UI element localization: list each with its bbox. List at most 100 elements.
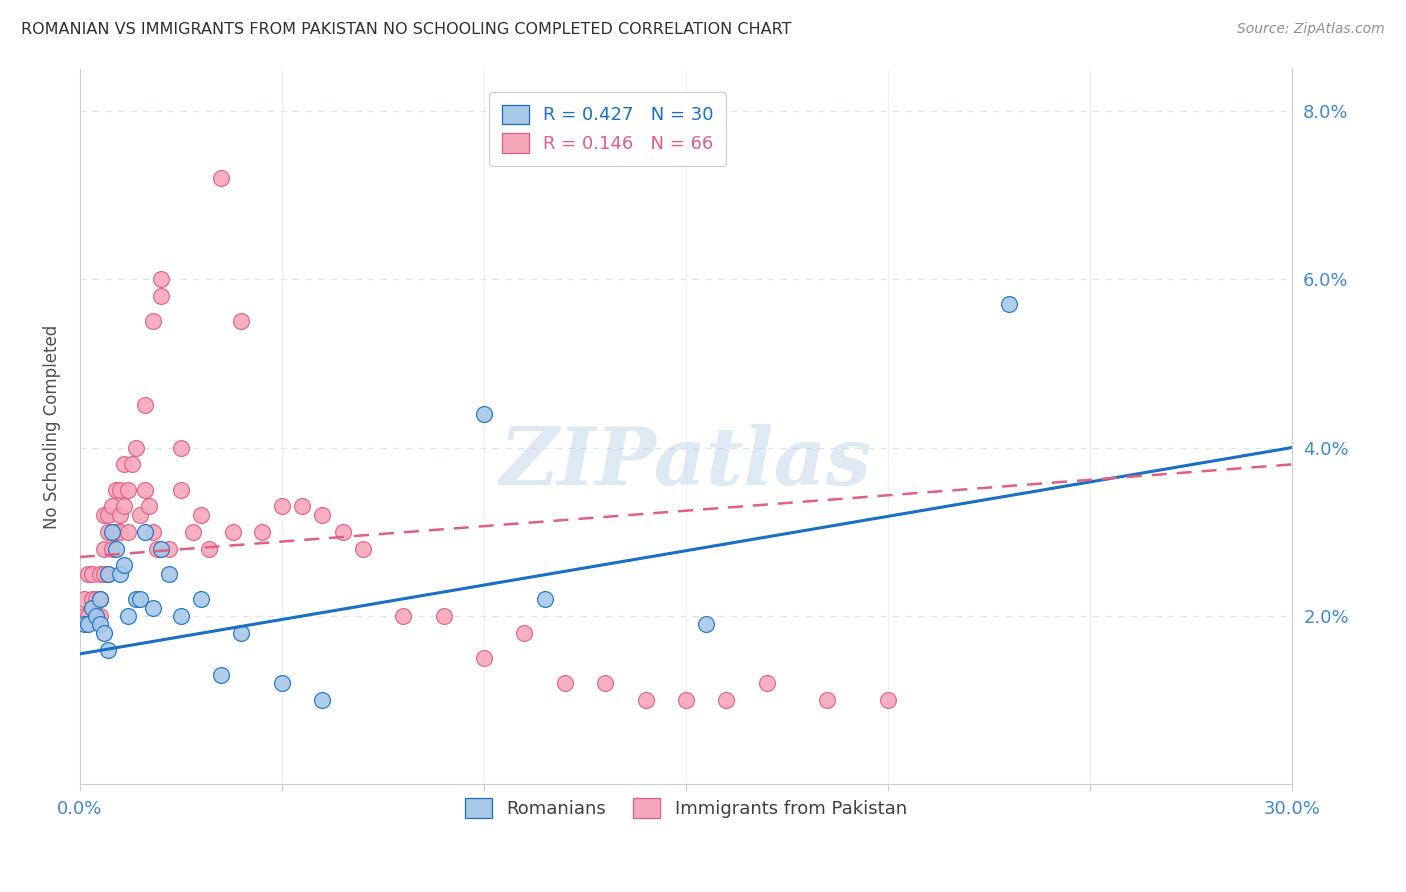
Point	[149, 272, 172, 286]
Point	[105, 483, 128, 497]
Point	[533, 592, 555, 607]
Point	[311, 508, 333, 522]
Point	[73, 609, 96, 624]
Point	[311, 693, 333, 707]
Point	[209, 668, 232, 682]
Point	[142, 314, 165, 328]
Point	[97, 524, 120, 539]
Point	[554, 676, 576, 690]
Point	[77, 617, 100, 632]
Point	[101, 524, 124, 539]
Point	[84, 592, 107, 607]
Point	[998, 297, 1021, 311]
Point	[392, 609, 415, 624]
Point	[89, 566, 111, 581]
Point	[77, 566, 100, 581]
Point	[93, 625, 115, 640]
Point	[112, 500, 135, 514]
Point	[97, 566, 120, 581]
Point	[84, 609, 107, 624]
Text: ROMANIAN VS IMMIGRANTS FROM PAKISTAN NO SCHOOLING COMPLETED CORRELATION CHART: ROMANIAN VS IMMIGRANTS FROM PAKISTAN NO …	[21, 22, 792, 37]
Point	[332, 524, 354, 539]
Point	[117, 483, 139, 497]
Y-axis label: No Schooling Completed: No Schooling Completed	[44, 325, 60, 529]
Point	[101, 541, 124, 556]
Point	[101, 500, 124, 514]
Point	[134, 483, 156, 497]
Point	[112, 558, 135, 573]
Point	[93, 566, 115, 581]
Point	[695, 617, 717, 632]
Point	[170, 483, 193, 497]
Point	[80, 600, 103, 615]
Point	[291, 500, 314, 514]
Point	[231, 314, 253, 328]
Point	[271, 500, 294, 514]
Point	[170, 609, 193, 624]
Point	[105, 524, 128, 539]
Point	[97, 566, 120, 581]
Point	[80, 566, 103, 581]
Point	[222, 524, 245, 539]
Point	[80, 592, 103, 607]
Point	[125, 592, 148, 607]
Point	[112, 458, 135, 472]
Point	[157, 541, 180, 556]
Point	[432, 609, 454, 624]
Point	[142, 524, 165, 539]
Point	[149, 289, 172, 303]
Point	[125, 441, 148, 455]
Point	[73, 592, 96, 607]
Point	[181, 524, 204, 539]
Point	[209, 171, 232, 186]
Point	[93, 508, 115, 522]
Point	[97, 642, 120, 657]
Point	[145, 541, 167, 556]
Point	[117, 524, 139, 539]
Point	[755, 676, 778, 690]
Point	[93, 541, 115, 556]
Point	[170, 441, 193, 455]
Point	[157, 566, 180, 581]
Point	[138, 500, 160, 514]
Point	[110, 508, 132, 522]
Point	[593, 676, 616, 690]
Point	[271, 676, 294, 690]
Point	[352, 541, 374, 556]
Point	[129, 508, 152, 522]
Point	[89, 592, 111, 607]
Text: Source: ZipAtlas.com: Source: ZipAtlas.com	[1237, 22, 1385, 37]
Point	[89, 592, 111, 607]
Point	[89, 609, 111, 624]
Point	[190, 508, 212, 522]
Point	[877, 693, 900, 707]
Point	[134, 399, 156, 413]
Point	[84, 609, 107, 624]
Point	[815, 693, 838, 707]
Point	[134, 524, 156, 539]
Point	[121, 458, 143, 472]
Point	[77, 609, 100, 624]
Point	[675, 693, 697, 707]
Point	[97, 508, 120, 522]
Point	[105, 541, 128, 556]
Legend: Romanians, Immigrants from Pakistan: Romanians, Immigrants from Pakistan	[458, 791, 914, 825]
Point	[231, 625, 253, 640]
Point	[513, 625, 536, 640]
Point	[110, 483, 132, 497]
Point	[129, 592, 152, 607]
Point	[149, 541, 172, 556]
Point	[117, 609, 139, 624]
Point	[190, 592, 212, 607]
Point	[472, 407, 495, 421]
Point	[89, 617, 111, 632]
Point	[472, 651, 495, 665]
Point	[634, 693, 657, 707]
Point	[142, 600, 165, 615]
Point	[110, 524, 132, 539]
Text: ZIPatlas: ZIPatlas	[501, 424, 872, 501]
Point	[716, 693, 738, 707]
Point	[198, 541, 221, 556]
Point	[110, 566, 132, 581]
Point	[73, 617, 96, 632]
